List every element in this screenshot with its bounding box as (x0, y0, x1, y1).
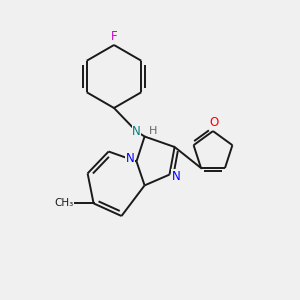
Text: N: N (132, 125, 141, 138)
Text: CH₃: CH₃ (54, 198, 73, 208)
Text: N: N (125, 152, 134, 166)
Text: H: H (149, 126, 157, 136)
Text: F: F (111, 30, 117, 43)
Text: O: O (210, 116, 219, 129)
Text: N: N (172, 169, 181, 183)
